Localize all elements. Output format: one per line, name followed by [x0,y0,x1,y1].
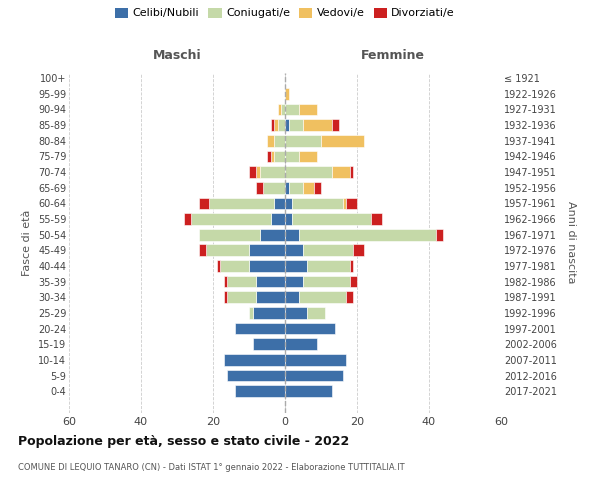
Bar [224,276,227,287]
Bar [199,229,260,240]
Bar [199,244,206,256]
Bar [353,244,364,256]
Bar [285,338,317,350]
Bar [285,104,299,116]
Bar [292,213,371,225]
Bar [285,307,307,319]
Bar [285,229,299,240]
Bar [271,150,274,162]
Bar [256,182,263,194]
Bar [303,120,332,131]
Bar [256,292,285,303]
Bar [303,182,314,194]
Bar [253,307,285,319]
Bar [227,370,285,382]
Bar [274,120,278,131]
Bar [227,292,256,303]
Bar [350,166,353,178]
Bar [256,276,285,287]
Text: Popolazione per età, sesso e stato civile - 2022: Popolazione per età, sesso e stato civil… [18,435,349,448]
Bar [285,260,307,272]
Bar [289,120,303,131]
Bar [307,307,325,319]
Y-axis label: Anni di nascita: Anni di nascita [566,201,576,283]
Bar [263,182,285,194]
Bar [285,198,292,209]
Bar [206,244,249,256]
Bar [343,198,346,209]
Bar [303,244,353,256]
Bar [346,198,357,209]
Bar [256,166,260,178]
Bar [299,229,436,240]
Bar [274,198,285,209]
Bar [321,135,364,146]
Bar [235,322,285,334]
Bar [217,260,220,272]
Bar [436,229,443,240]
Y-axis label: Fasce di età: Fasce di età [22,210,32,276]
Bar [285,370,343,382]
Legend: Celibi/Nubili, Coniugati/e, Vedovi/e, Divorziati/e: Celibi/Nubili, Coniugati/e, Vedovi/e, Di… [110,4,460,23]
Bar [299,150,317,162]
Text: COMUNE DI LEQUIO TANARO (CN) - Dati ISTAT 1° gennaio 2022 - Elaborazione TUTTITA: COMUNE DI LEQUIO TANARO (CN) - Dati ISTA… [18,462,404,471]
Bar [292,198,343,209]
Bar [227,276,256,287]
Bar [267,135,274,146]
Bar [332,120,339,131]
Bar [253,338,285,350]
Bar [285,292,299,303]
Bar [350,260,353,272]
Bar [371,213,382,225]
Bar [285,213,292,225]
Bar [235,386,285,397]
Bar [224,292,227,303]
Bar [274,135,285,146]
Bar [271,213,285,225]
Bar [281,104,285,116]
Bar [314,182,321,194]
Bar [285,182,289,194]
Bar [285,276,303,287]
Bar [299,292,346,303]
Bar [260,229,285,240]
Bar [350,276,357,287]
Bar [249,244,285,256]
Bar [285,166,332,178]
Bar [285,88,289,100]
Bar [285,386,332,397]
Bar [346,292,353,303]
Bar [285,354,346,366]
Text: Femmine: Femmine [361,48,425,62]
Bar [285,244,303,256]
Bar [289,182,303,194]
Bar [249,260,285,272]
Bar [285,322,335,334]
Bar [249,307,253,319]
Bar [299,104,317,116]
Bar [267,150,271,162]
Bar [285,150,299,162]
Bar [220,260,249,272]
Bar [260,166,285,178]
Bar [278,120,285,131]
Bar [303,276,350,287]
Bar [199,198,209,209]
Bar [184,213,191,225]
Bar [271,120,274,131]
Bar [191,213,271,225]
Bar [278,104,281,116]
Bar [285,135,321,146]
Bar [332,166,350,178]
Bar [209,198,274,209]
Text: Maschi: Maschi [152,48,202,62]
Bar [307,260,350,272]
Bar [285,120,289,131]
Bar [249,166,256,178]
Bar [224,354,285,366]
Bar [274,150,285,162]
